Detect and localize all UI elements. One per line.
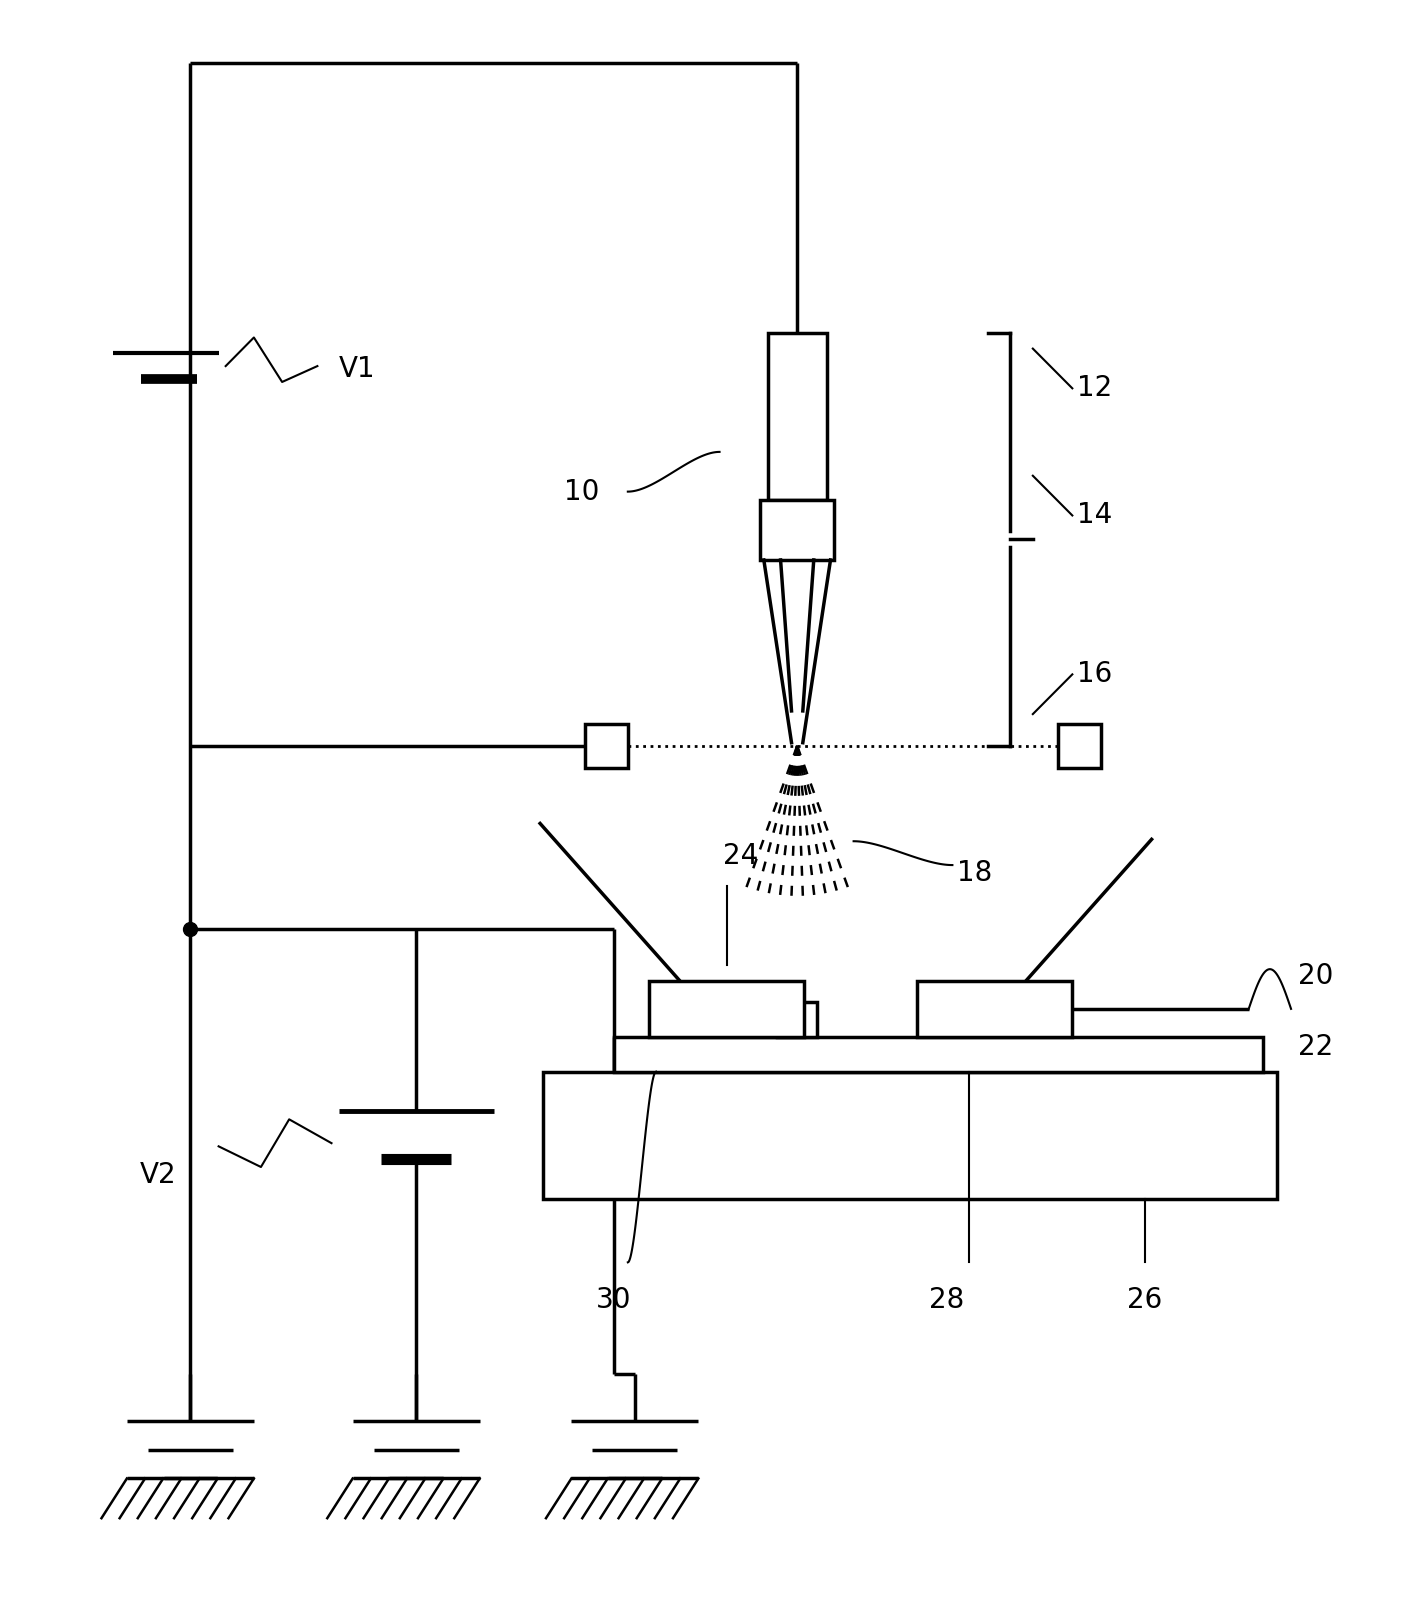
Bar: [543, 1072, 1277, 1199]
Bar: [760, 500, 834, 559]
Text: 12: 12: [1076, 375, 1112, 402]
Text: 18: 18: [956, 859, 992, 886]
Text: 28: 28: [929, 1286, 965, 1314]
Text: 10: 10: [564, 478, 600, 505]
Bar: [778, 1002, 817, 1037]
Text: 22: 22: [1298, 1032, 1334, 1061]
Text: 20: 20: [1298, 962, 1334, 989]
Bar: [586, 723, 628, 768]
Text: 26: 26: [1127, 1286, 1163, 1314]
Bar: [1059, 723, 1100, 768]
Text: 16: 16: [1076, 660, 1112, 688]
Bar: [918, 981, 1073, 1037]
Text: V2: V2: [140, 1161, 177, 1189]
Text: 30: 30: [596, 1286, 631, 1314]
Text: 24: 24: [722, 842, 758, 870]
Text: V1: V1: [339, 356, 375, 383]
Bar: [768, 333, 826, 500]
Text: 14: 14: [1076, 502, 1112, 529]
Bar: [648, 981, 804, 1037]
Bar: [614, 1037, 1263, 1072]
